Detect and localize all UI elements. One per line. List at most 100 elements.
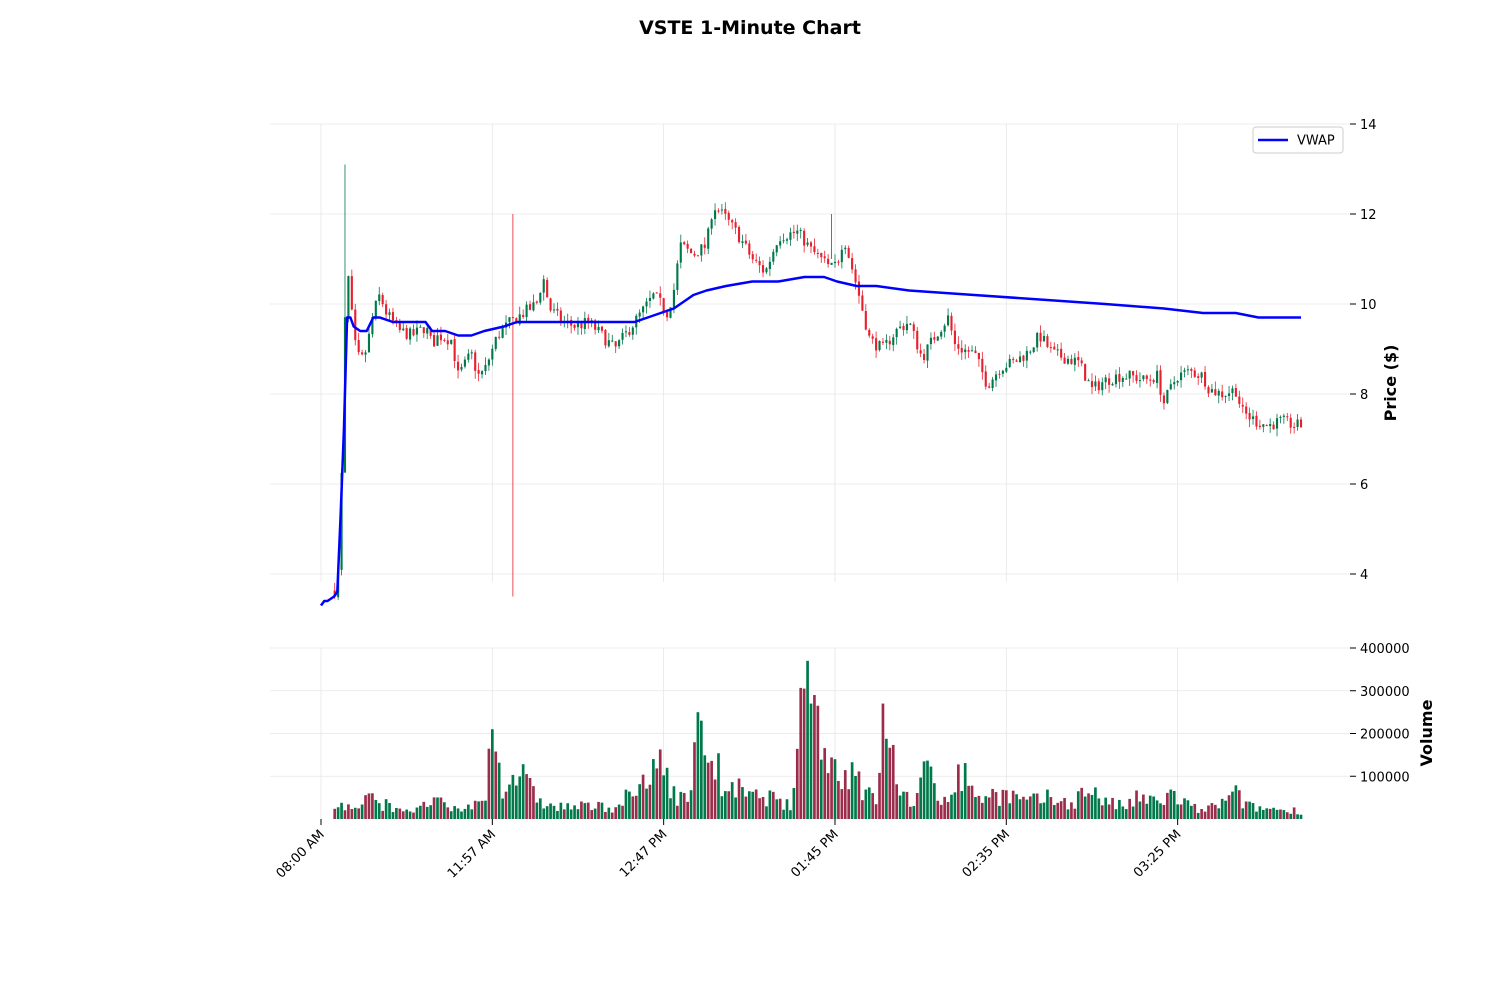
candle-body [1022,355,1025,361]
candle-body [892,337,895,346]
candle-body [1166,389,1169,404]
candle-body [1238,396,1241,404]
volume-bar [1032,793,1036,819]
candle-body [1101,382,1104,391]
candle-body [1063,357,1066,364]
volume-bar [1142,794,1145,819]
volume-bar [641,774,645,819]
candle-body [594,320,597,330]
volume-bar [936,800,940,819]
volume-bar [1207,805,1210,819]
candle-body [470,352,473,354]
price-tick-label: 12 [1360,208,1377,223]
x-tick-label: 03:25 PM [1131,827,1184,880]
candle-body [899,326,902,328]
volume-bar [850,762,854,819]
volume-bar [922,761,926,819]
volume-bar [676,805,679,819]
candle-body [1173,382,1176,385]
candle-body [1159,370,1162,395]
volume-bar [566,803,570,819]
volume-bar [538,798,542,819]
candle-body [1207,387,1210,394]
candle-body [919,350,922,354]
volume-bar [1018,799,1022,819]
candle-body [415,327,419,335]
volume-bar [463,808,467,819]
volume-bar [1234,785,1238,819]
volume-bar [1145,803,1149,819]
candle-body [761,265,765,273]
chart-title: VSTE 1-Minute Chart [639,17,861,39]
candle-body [1262,424,1265,427]
candle-body [1015,360,1018,362]
volume-bar [456,808,460,819]
volume-bar [771,791,775,819]
volume-bar [576,809,580,819]
candle-body [583,318,586,329]
volume-bar [1138,801,1142,819]
candle-body [1258,425,1261,427]
candle-body [611,340,614,342]
candle-body [515,318,518,324]
volume-bar [946,802,950,819]
volume-bar [473,800,477,819]
candle-body [758,260,761,266]
volume-bar [425,806,429,819]
candle-body [1162,395,1165,404]
volume-bar [614,807,618,819]
volume-bar [1121,806,1125,819]
candle-body [847,247,850,258]
candle-body [840,249,843,263]
candle-body [940,331,943,337]
volume-bar [645,788,648,819]
volume-bar [371,793,374,819]
candle-body [597,326,600,331]
volume-bar [384,799,388,819]
volume-bar [1237,790,1241,819]
x-tick-label: 08:00 AM [274,827,328,881]
candle-body [1018,356,1022,363]
volume-bar [864,789,868,819]
volume-bar [367,793,371,819]
volume-bar [477,801,480,819]
volume-bar [833,759,837,819]
volume-bar [1025,799,1029,819]
candle-body [546,279,549,298]
candle-body [1176,380,1179,383]
volume-bar [980,802,984,819]
candle-body [775,245,778,253]
candle-body [1241,404,1244,407]
volume-bar [1159,803,1162,819]
candle-body [861,295,864,311]
volume-bar [1070,802,1073,819]
candle-body [1234,388,1237,397]
candle-body [409,328,412,340]
volume-bar [1265,808,1269,819]
volume-bar [395,807,398,819]
candle-body [981,358,984,373]
candle-body [542,279,545,293]
volume-bar [436,797,439,819]
volume-bar [1011,790,1015,819]
candle-body [1200,372,1203,378]
volume-bar [364,795,367,819]
candle-body [556,308,559,311]
candle-body [693,253,696,256]
volume-bar [741,787,744,819]
candle-body [412,329,415,336]
candle-body [662,298,665,312]
volume-bar [926,760,929,819]
candle-body [618,340,621,347]
candle-body [1152,380,1155,383]
volume-bar [1152,796,1155,819]
volume-bar [504,791,508,819]
volume-bar [432,797,436,819]
candle-body [1090,381,1094,388]
volume-bar [960,791,964,819]
candle-body [645,301,648,307]
volume-bar [1220,798,1224,819]
volume-tick-label: 100000 [1360,770,1410,785]
volume-bar [867,787,871,819]
